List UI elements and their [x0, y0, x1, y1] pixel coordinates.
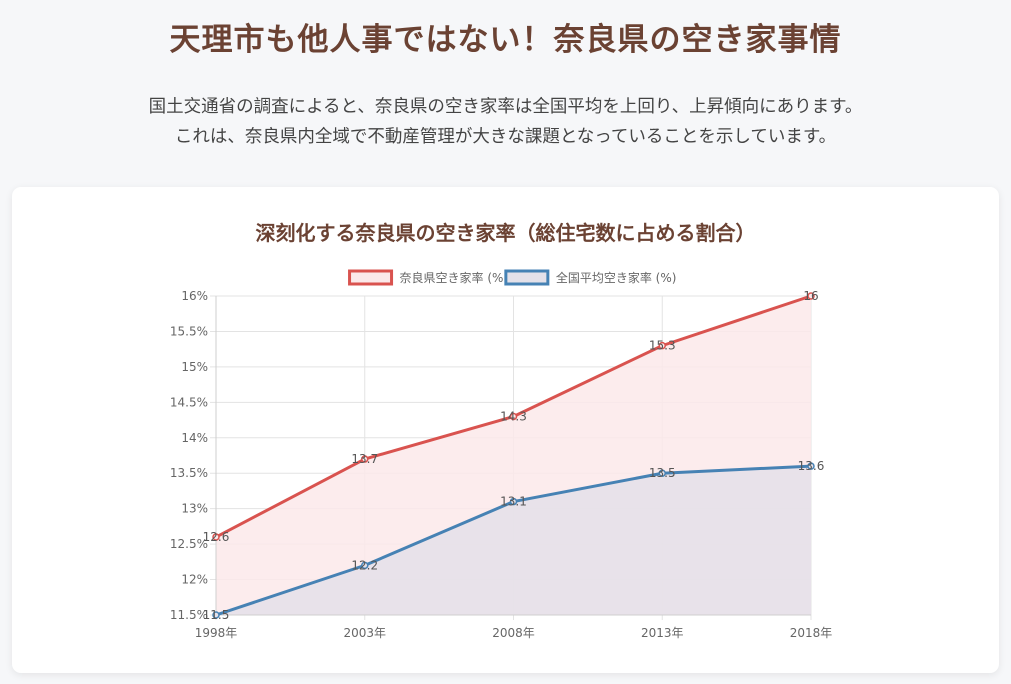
data-label: 15.3: [649, 339, 676, 353]
data-label: 12.6: [203, 530, 230, 544]
data-point: [361, 455, 369, 463]
y-tick-label: 12.5%: [170, 537, 208, 551]
y-tick-label: 14%: [181, 431, 208, 445]
y-tick-label: 12%: [181, 573, 208, 587]
page-title: 天理市も他人事ではない！奈良県の空き家事情: [169, 22, 842, 58]
x-tick-label: 2008年: [492, 626, 535, 640]
legend-swatch-0: [348, 269, 394, 286]
y-tick-label: 15%: [181, 360, 208, 374]
data-label: 13.6: [798, 459, 825, 473]
data-label: 14.3: [500, 410, 527, 424]
y-tick-label: 11.5%: [170, 608, 208, 622]
data-point: [658, 341, 666, 350]
data-label: 13.1: [500, 495, 527, 509]
line-chart: 11.5% 12% 12.5% 13% 13.5% 14% 14.5% 15% 15.5% 16%…: [170, 269, 833, 640]
legend-swatch-1: [504, 269, 550, 286]
intro-text: 国土交通省の調査によると、奈良県の空き家率は全国平均を上回り、上昇傾向にあります…: [0, 92, 1011, 152]
data-label: 16: [803, 289, 818, 303]
series-area-1: [216, 466, 811, 615]
intro-line-2: これは、奈良県内全域で不動産管理が大きな課題となっていることを示しています。: [174, 127, 837, 147]
y-tick-label: 13.5%: [170, 466, 208, 480]
data-point: [509, 497, 518, 506]
data-label: 12.2: [351, 558, 378, 572]
y-tick-label: 14.5%: [170, 395, 208, 409]
x-tick-label: 1998年: [195, 626, 238, 640]
data-label: 13.7: [351, 452, 378, 466]
data-point: [212, 533, 220, 541]
x-tick-label: 2013年: [641, 626, 684, 640]
chart-title: 深刻化する奈良県の空き家率（総住宅数に占める割合）: [255, 221, 756, 245]
data-point: [807, 292, 815, 300]
y-tick-label: 13%: [181, 502, 208, 516]
y-tick-label: 15.5%: [170, 324, 208, 338]
x-tick-label: 2018年: [790, 626, 833, 640]
x-tick-label: 2003年: [343, 626, 386, 640]
legend-label: 奈良県空き家率 (%): [400, 270, 509, 285]
legend-label: 全国平均空き家率 (%): [556, 270, 677, 285]
data-point: [658, 469, 666, 477]
data-label: 11.5: [203, 608, 230, 622]
chart-card: 深刻化する奈良県の空き家率（総住宅数に占める割合） 11.5% 12% 12.5% 1…: [12, 187, 999, 673]
data-point: [509, 412, 518, 421]
data-label: 13.5: [649, 466, 676, 480]
data-point: [361, 561, 369, 570]
y-tick-label: 16%: [181, 289, 208, 303]
data-point: [807, 462, 815, 470]
intro-line-1: 国土交通省の調査によると、奈良県の空き家率は全国平均を上回り、上昇傾向にあります…: [148, 97, 863, 117]
data-point: [212, 611, 220, 619]
